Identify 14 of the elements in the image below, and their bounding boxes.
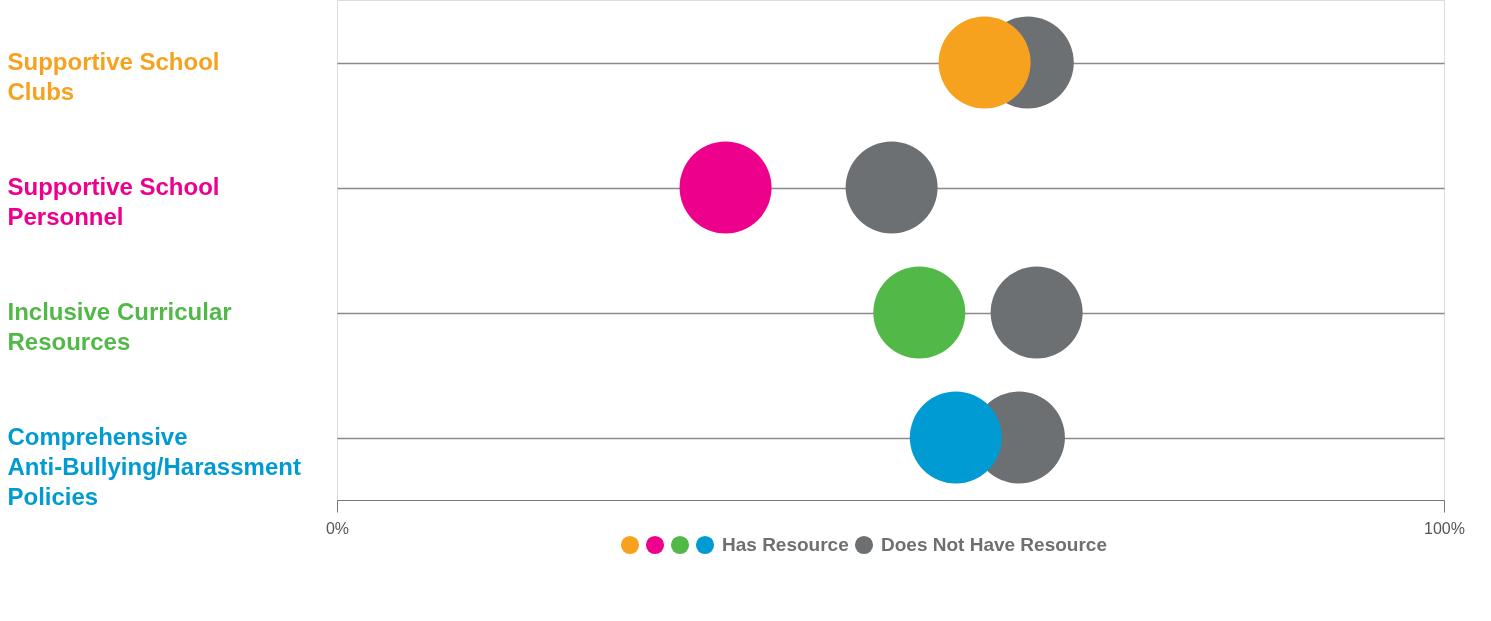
legend-label: Does Not Have Resource (881, 534, 1107, 555)
point (990, 266, 1083, 359)
point (909, 391, 1002, 484)
y-tick-label: Supportive School Personnel (7, 173, 220, 230)
y-tick-label: Inclusive Curricular Resources (7, 298, 232, 355)
point (679, 141, 772, 234)
x-tick-label: 0% (325, 519, 350, 537)
y-tick-label: Comprehensive Anti-Bullying/Harassment Policies (7, 423, 301, 510)
point (845, 141, 938, 234)
y-tick-label: Supportive School Clubs (7, 48, 220, 105)
x-tick-label: 100% (1424, 519, 1465, 537)
legend-label: Has Resource (722, 534, 849, 555)
point (938, 16, 1031, 109)
point (873, 266, 966, 359)
